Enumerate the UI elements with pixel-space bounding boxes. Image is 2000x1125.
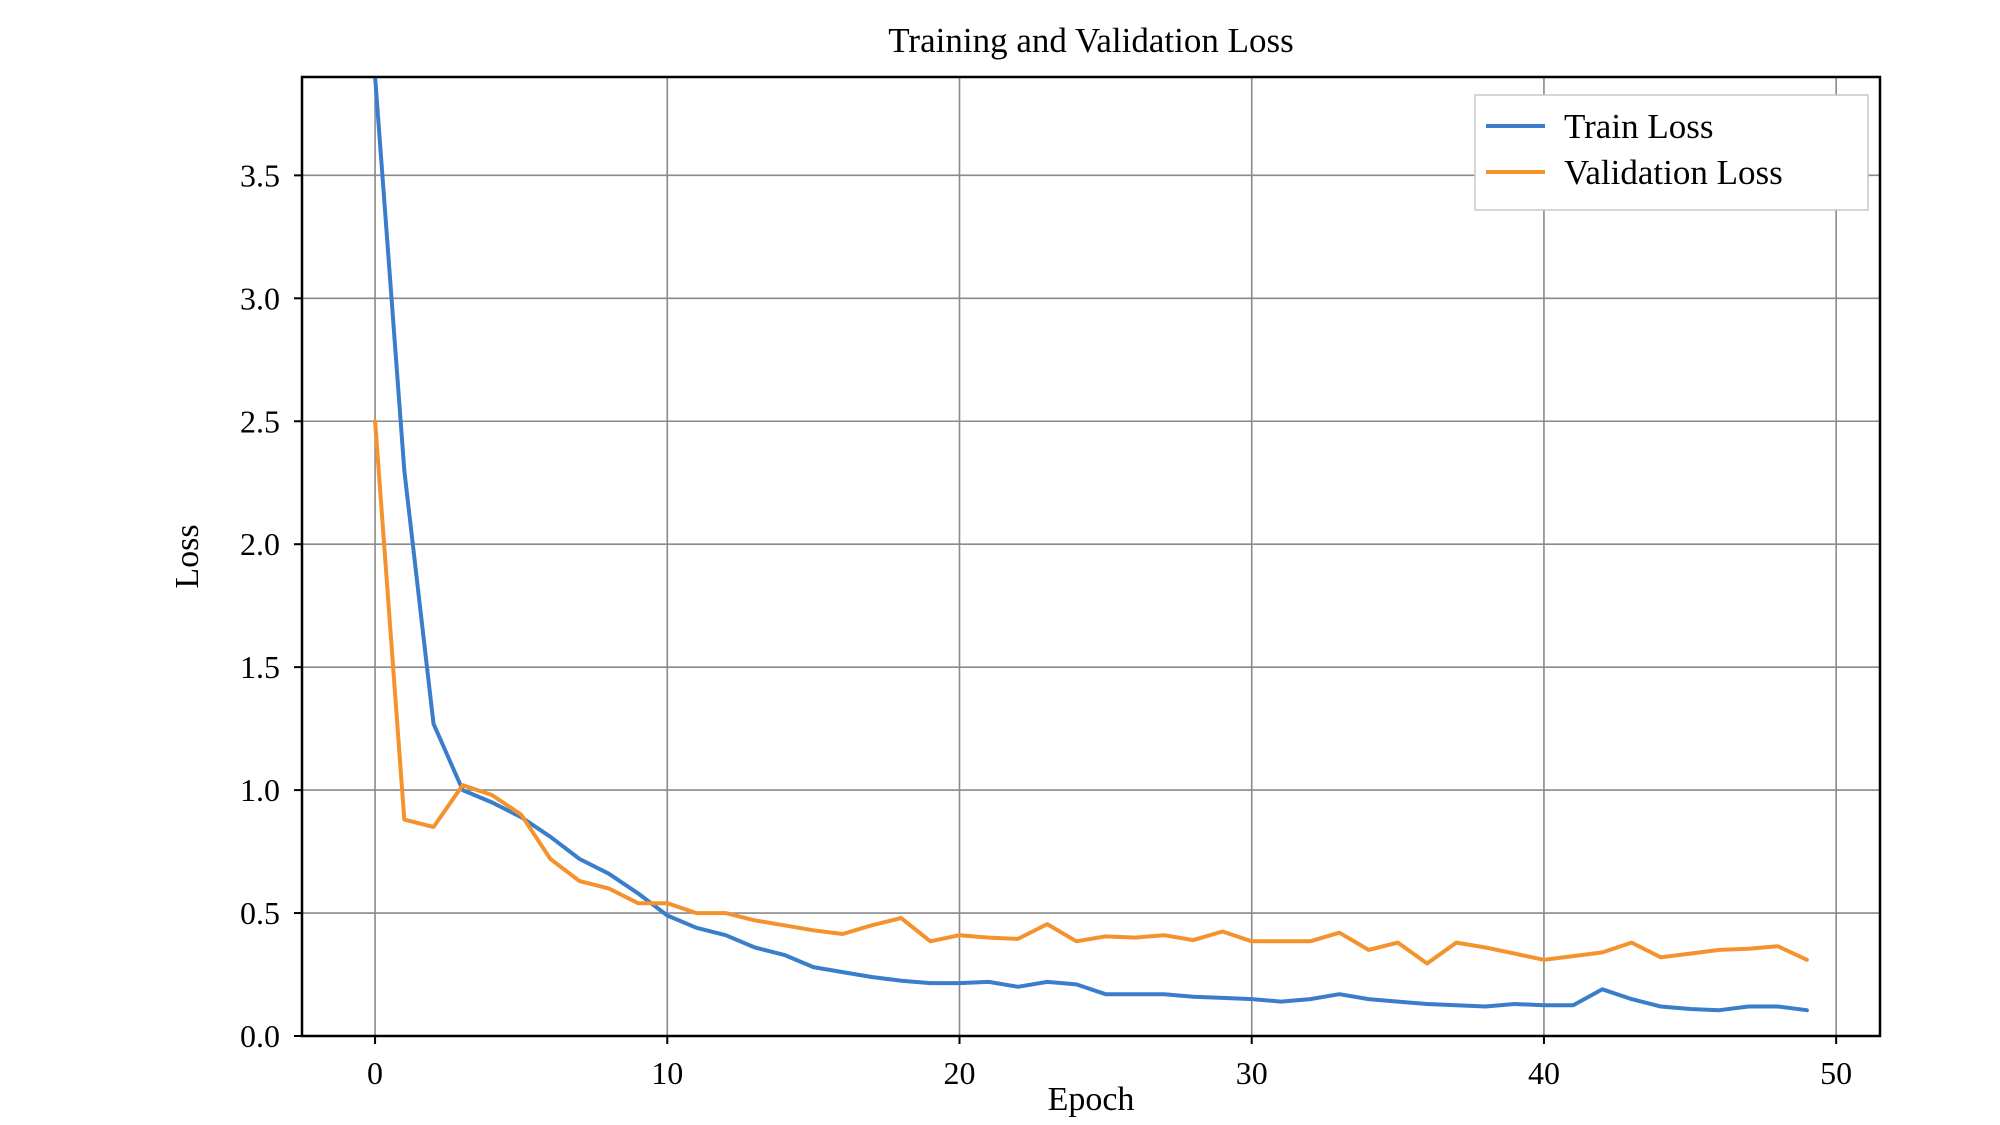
y-tick-label: 0.5: [240, 895, 280, 931]
chart-title: Training and Validation Loss: [888, 21, 1293, 60]
x-axis-title: Epoch: [1048, 1081, 1135, 1118]
legend-label: Validation Loss: [1564, 153, 1783, 192]
series-lines: [373, 77, 1809, 1013]
x-tick-label: 30: [1236, 1055, 1268, 1091]
series-line-train-loss: [373, 77, 1809, 1013]
x-tick-label: 40: [1528, 1055, 1560, 1091]
y-tick-label: 1.0: [240, 772, 280, 808]
y-tick-label: 2.0: [240, 526, 280, 562]
grid: [302, 77, 1880, 1037]
x-tick-label: 10: [651, 1055, 683, 1091]
x-tick-label: 0: [367, 1055, 383, 1091]
plot-frame: [300, 75, 1882, 1038]
legend: Train Loss Validation Loss: [1474, 94, 1869, 211]
y-tick-label: 0.0: [240, 1018, 280, 1054]
y-axis-title: Loss: [169, 524, 206, 588]
y-tick-label: 3.5: [240, 157, 280, 193]
axis-ticks: 0 10 20 30 40 50 0.0 0.5 1.0 1.5 2.0 2.5 3.0 3.5: [240, 157, 1852, 1091]
y-tick-label: 3.0: [240, 280, 280, 316]
series-line-validation-loss: [373, 419, 1809, 966]
y-tick-label: 2.5: [240, 403, 280, 439]
x-tick-label: 50: [1820, 1055, 1852, 1091]
y-tick-label: 1.5: [240, 649, 280, 685]
legend-box: [1474, 94, 1869, 211]
legend-label: Train Loss: [1564, 107, 1713, 146]
x-tick-label: 20: [944, 1055, 976, 1091]
